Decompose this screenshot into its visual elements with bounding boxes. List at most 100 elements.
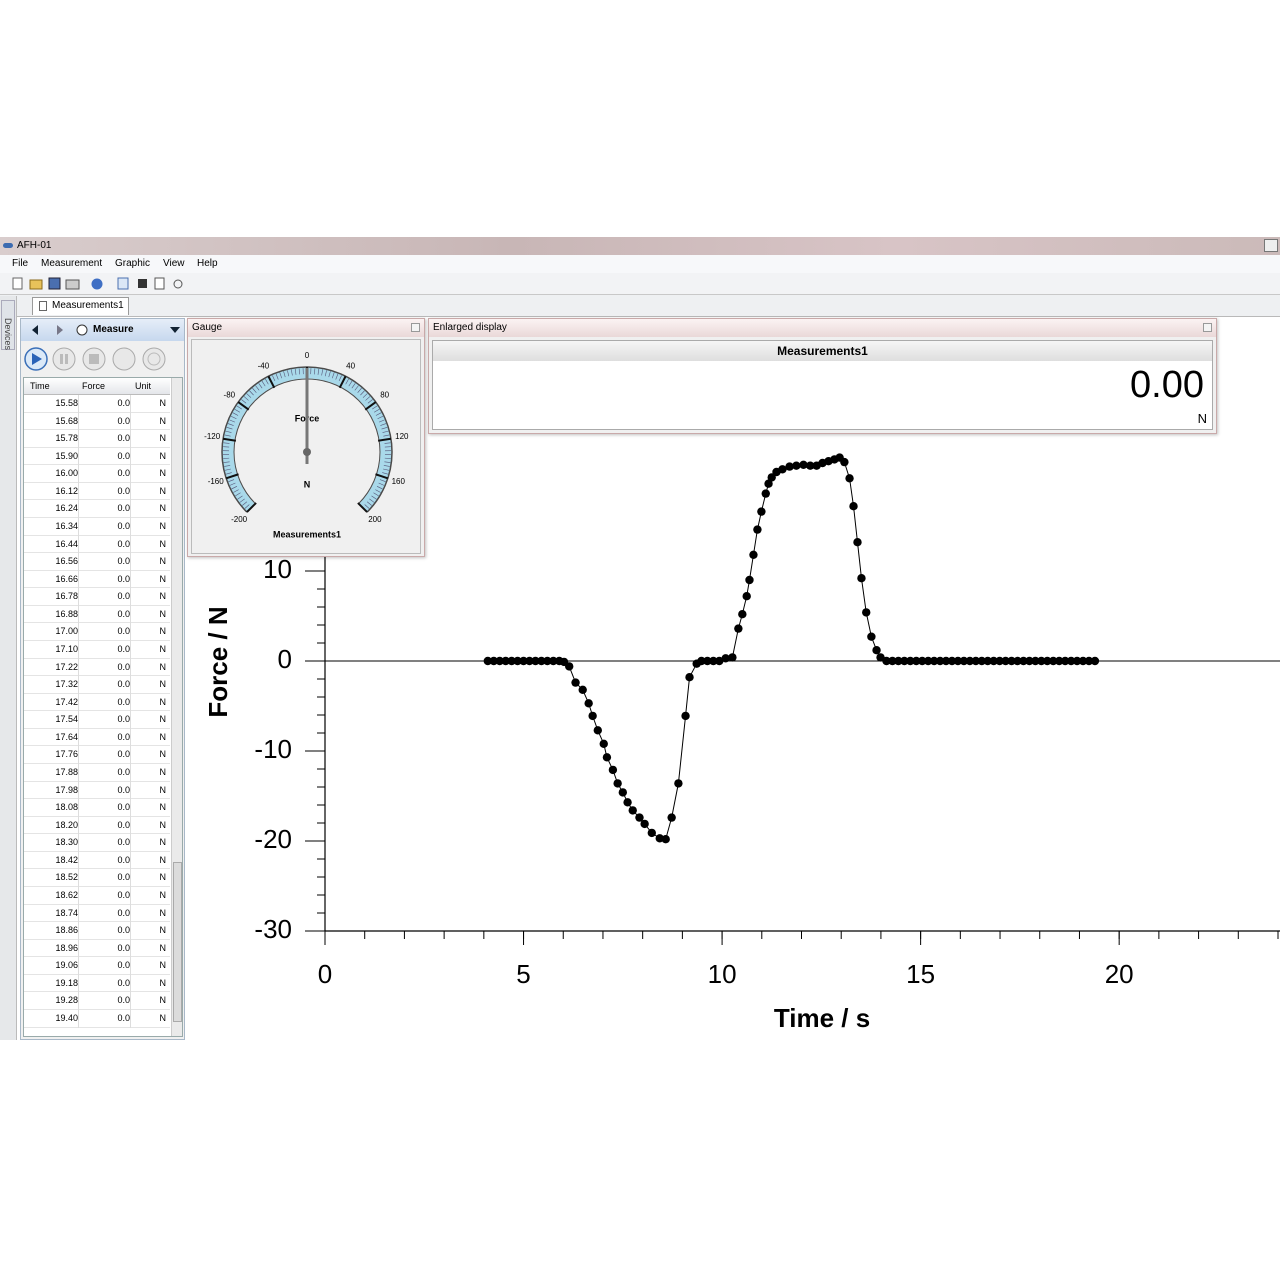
menu-item[interactable]: Graphic [115, 258, 151, 269]
gauge-minor-tick [275, 373, 279, 380]
gauge-minor-tick [244, 504, 250, 509]
gauge-minor-tick [258, 383, 263, 389]
nav-back[interactable] [32, 325, 38, 335]
timer-icon [147, 352, 161, 366]
menu-item[interactable]: File [12, 258, 29, 269]
gauge-minor-tick [360, 390, 365, 396]
y-tick-label: -20 [254, 824, 292, 854]
gauge-minor-tick [378, 419, 385, 423]
y-tick-label: 10 [263, 554, 292, 584]
sidebar-tab[interactable] [1, 300, 15, 350]
table-cell: 0.0 [117, 749, 130, 760]
tool-help[interactable] [91, 278, 103, 290]
gauge-minor-tick [229, 482, 236, 486]
gauge-minor-tick [383, 468, 390, 471]
data-point [1043, 656, 1052, 666]
cell-divider [130, 588, 131, 606]
gauge-minor-tick [357, 387, 362, 393]
scrollbar[interactable] [171, 378, 182, 1036]
table-header: Time Force Unit [24, 378, 170, 395]
table-cell: 0.0 [117, 995, 130, 1006]
data-point [906, 656, 915, 666]
table-cell: 0.0 [117, 468, 130, 479]
tool-print[interactable] [65, 279, 80, 290]
table-cell: N [159, 520, 167, 531]
menu-item[interactable]: Help [197, 258, 218, 269]
table-cell: 18.62 [55, 889, 78, 900]
hand-button[interactable] [112, 347, 136, 371]
gauge-minor-tick [261, 380, 266, 387]
cell-divider [78, 799, 79, 817]
gauge-tick-label: -200 [231, 515, 248, 524]
tab[interactable]: Measurements1 [32, 297, 129, 315]
menu-item[interactable]: View [163, 258, 185, 269]
data-point [715, 656, 724, 666]
pause-button[interactable] [52, 347, 76, 371]
gauge-minor-tick [364, 504, 370, 509]
gauge-minor-tick [373, 492, 379, 497]
close-button[interactable] [411, 323, 420, 332]
table-cell: 0.0 [117, 608, 130, 619]
dropdown[interactable] [170, 327, 180, 333]
data-point [959, 656, 969, 666]
tool-export[interactable] [154, 277, 165, 290]
table-cell: 16.00 [55, 468, 78, 479]
scroll-thumb[interactable] [173, 862, 182, 1022]
nav-forward[interactable] [57, 325, 63, 335]
cell-divider [130, 1009, 131, 1028]
tool-zoom[interactable] [173, 279, 183, 289]
table-cell: 0.0 [117, 784, 130, 795]
gauge-tick-label: 80 [380, 391, 389, 400]
table-cell: 17.98 [55, 784, 78, 795]
data-point [571, 678, 580, 687]
tool-open[interactable] [29, 279, 43, 290]
data-point [728, 653, 737, 662]
table-cell: 0.0 [117, 433, 130, 444]
tool-copy[interactable] [117, 277, 129, 290]
table-cell: 0.0 [117, 573, 130, 584]
cell-divider [130, 482, 131, 501]
panel-title: Enlarged display [433, 322, 507, 333]
gauge-minor-tick [383, 465, 390, 467]
cell-divider [78, 834, 79, 852]
close-button[interactable] [1203, 323, 1212, 332]
cell-divider [78, 763, 79, 782]
data-point [977, 656, 986, 666]
table-cell: 0.0 [117, 907, 130, 918]
tool-save[interactable] [48, 277, 61, 290]
gauge-minor-tick [381, 427, 388, 430]
window-button[interactable] [1264, 239, 1278, 252]
column-header: Unit [135, 381, 152, 391]
table-cell: 16.78 [55, 591, 78, 602]
table-cell: 19.06 [55, 960, 78, 971]
timer-button[interactable] [142, 347, 166, 371]
gauge-minor-tick [351, 383, 356, 389]
table-cell: 0.0 [117, 714, 130, 725]
gauge-minor-tick [252, 387, 257, 393]
tab-label: Measurements1 [52, 300, 124, 311]
gauge-tick-label: -40 [258, 362, 270, 371]
table-cell: 17.22 [55, 661, 78, 672]
tool-table[interactable] [138, 279, 147, 288]
table-row: 16.88 0.0 N [24, 605, 170, 624]
table-row: 18.42 0.0 N [24, 851, 170, 870]
menu-item[interactable]: Measurement [41, 258, 103, 269]
cell-divider [78, 869, 79, 887]
table-cell: 19.18 [55, 977, 78, 988]
data-point [525, 656, 534, 666]
table-cell: 18.08 [55, 802, 78, 813]
data-point [767, 473, 776, 482]
gauge-pivot [303, 448, 311, 456]
data-point [489, 656, 498, 666]
cell-divider [78, 693, 79, 712]
cell-divider [78, 430, 79, 448]
gauge-tick-label: 40 [346, 362, 355, 371]
cell-divider [130, 728, 131, 747]
x-tick-label: 10 [708, 959, 737, 989]
gauge-panel: Gauge Force N Measurements1 -200-160-120… [187, 318, 425, 557]
data-point [1060, 656, 1070, 666]
table-row: 18.08 0.0 N [24, 799, 170, 817]
tool-new[interactable] [12, 277, 23, 290]
table-cell: 19.40 [55, 1012, 78, 1023]
